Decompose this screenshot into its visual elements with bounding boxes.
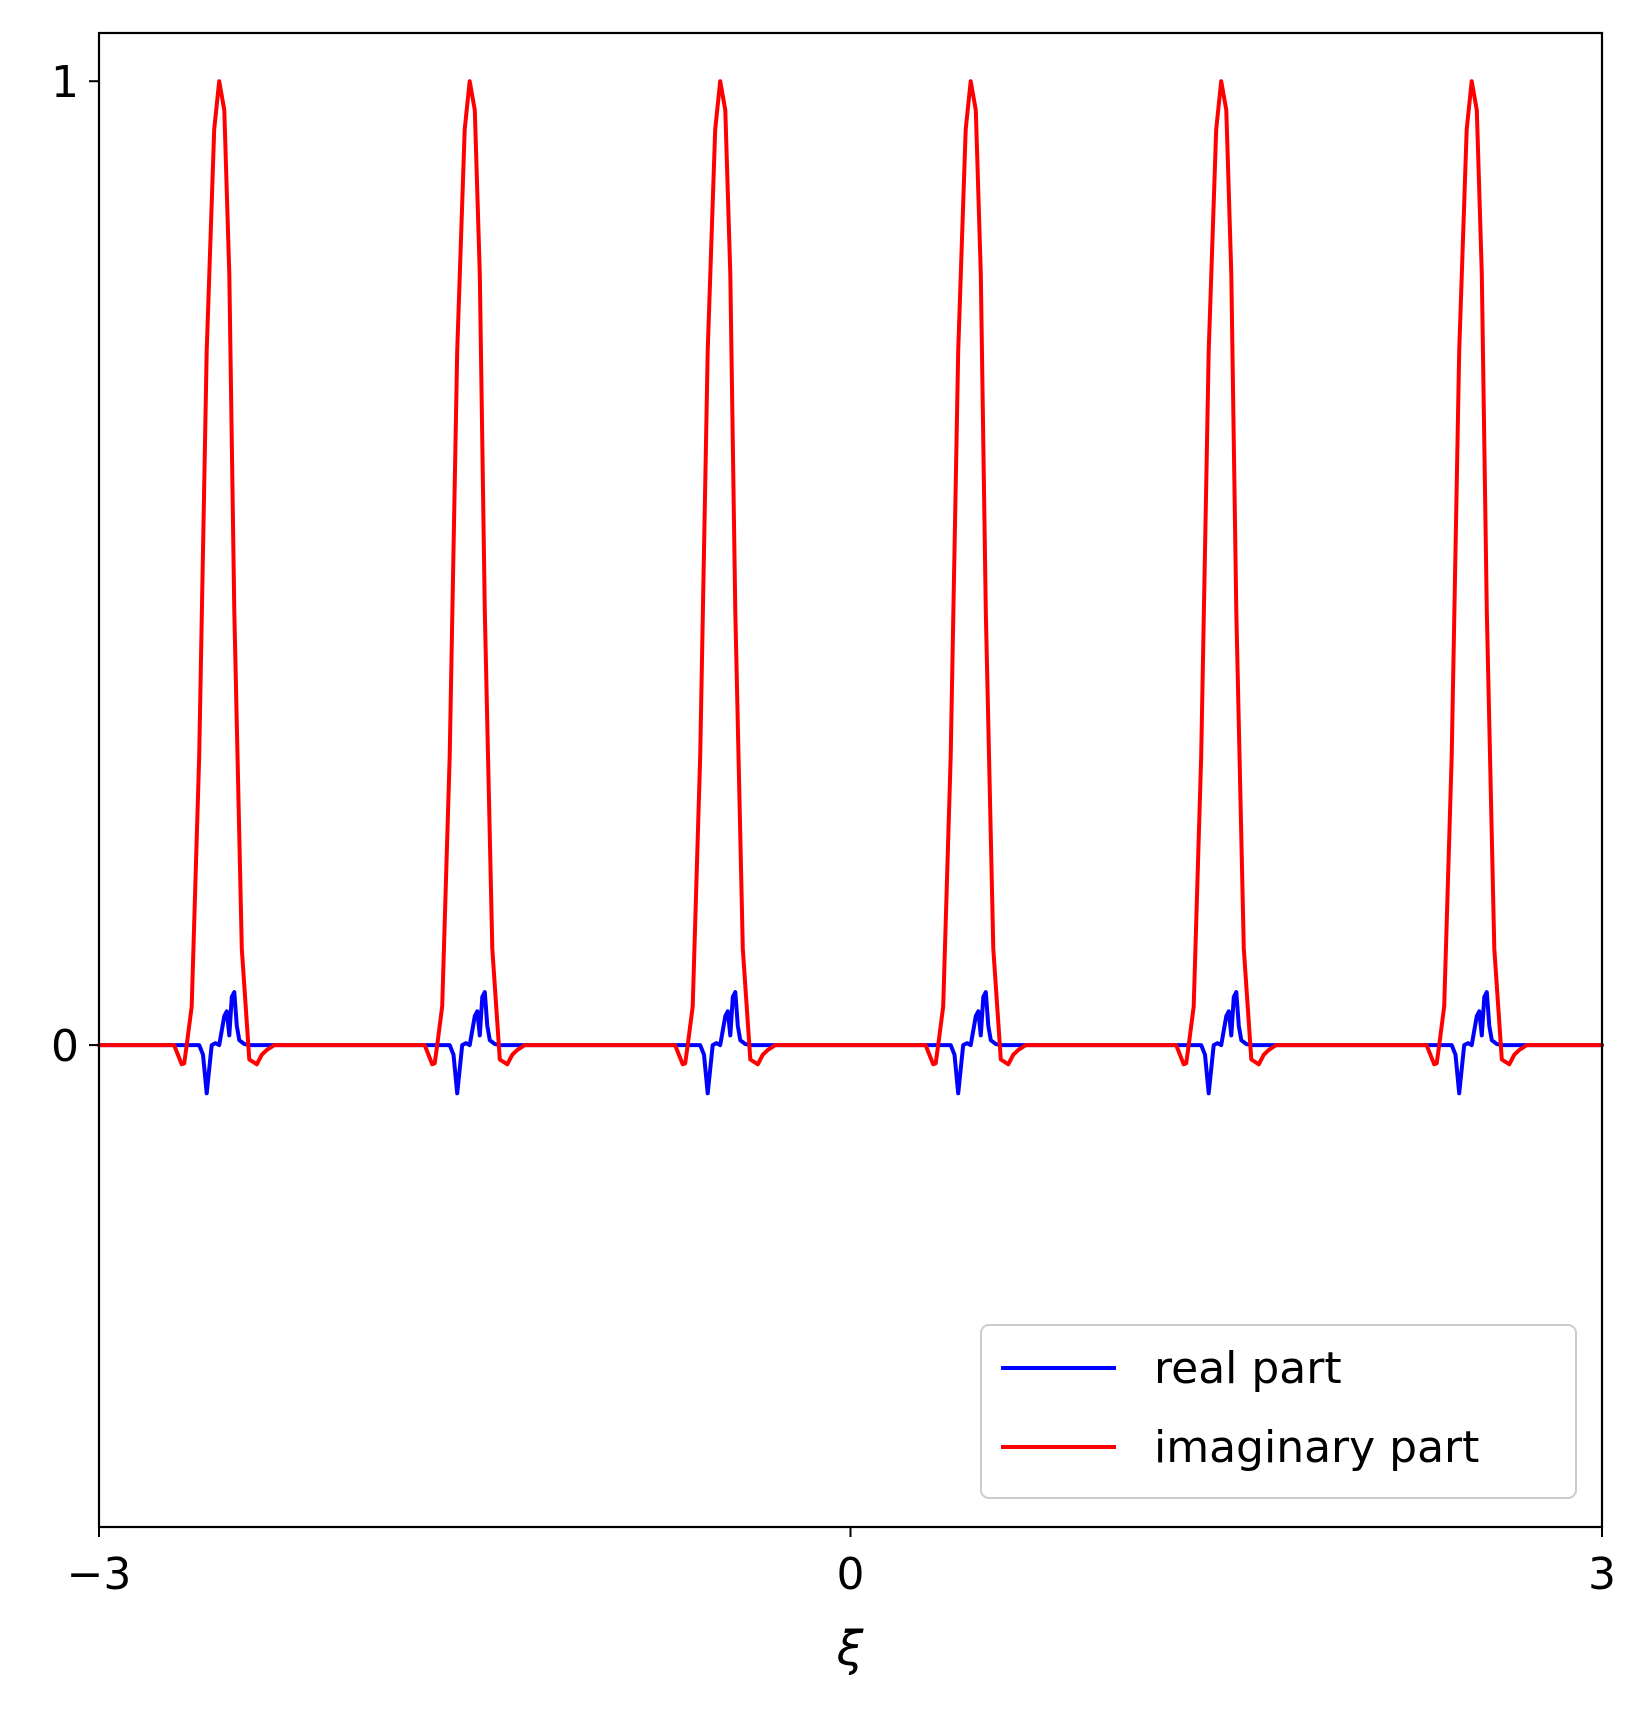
- x-tick-label-2: 3: [1588, 1549, 1616, 1600]
- x-tick-label-0: −3: [67, 1549, 132, 1600]
- legend-box: [980, 1324, 1577, 1499]
- y-tick-label-1: 1: [51, 57, 79, 108]
- y-tick-label-0: 0: [51, 1021, 79, 1072]
- legend-label-imaginary: imaginary part: [1154, 1422, 1479, 1473]
- legend: real part imaginary part: [980, 1324, 1577, 1499]
- plot-area: [97, 31, 1604, 1529]
- x-axis-label: ξ: [836, 1621, 865, 1677]
- legend-label-real: real part: [1154, 1343, 1342, 1394]
- series-layer: [97, 79, 1604, 1096]
- axes-background: [99, 33, 1602, 1527]
- x-axis: −3 0 3: [67, 1527, 1616, 1600]
- x-tick-label-1: 0: [837, 1549, 865, 1600]
- series-line-imaginary-part: [97, 79, 1604, 1067]
- y-axis: 01: [51, 57, 99, 1072]
